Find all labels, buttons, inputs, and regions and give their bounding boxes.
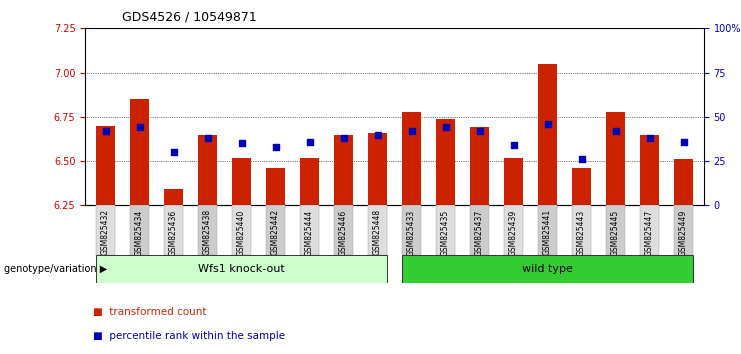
Bar [368, 205, 387, 255]
Bar [130, 99, 149, 205]
Text: wild type: wild type [522, 264, 573, 274]
Bar [266, 205, 285, 255]
Bar [471, 127, 489, 205]
Bar [96, 255, 387, 283]
Point [236, 141, 247, 146]
Text: GSM825442: GSM825442 [271, 209, 280, 255]
Text: GSM825438: GSM825438 [203, 209, 212, 255]
Bar [199, 205, 217, 255]
Point [508, 142, 519, 148]
Text: GSM825434: GSM825434 [135, 209, 144, 256]
Bar [368, 133, 387, 205]
Bar [300, 205, 319, 255]
Text: ■  transformed count: ■ transformed count [93, 307, 206, 316]
Text: GSM825432: GSM825432 [101, 209, 110, 255]
Point [405, 128, 417, 134]
Bar [674, 205, 693, 255]
Bar [606, 112, 625, 205]
Text: GDS4526 / 10549871: GDS4526 / 10549871 [122, 11, 257, 24]
Bar [640, 135, 659, 205]
Text: GSM825437: GSM825437 [475, 209, 484, 256]
Bar [504, 158, 523, 205]
Text: GSM825435: GSM825435 [441, 209, 450, 256]
Point [473, 128, 485, 134]
Text: GSM825441: GSM825441 [543, 209, 552, 255]
Bar [572, 168, 591, 205]
Bar [402, 205, 421, 255]
Bar [165, 205, 183, 255]
Text: GSM825446: GSM825446 [339, 209, 348, 256]
Text: GSM825444: GSM825444 [305, 209, 314, 256]
Point [542, 121, 554, 127]
Bar [572, 205, 591, 255]
Point [677, 139, 689, 144]
Text: GSM825433: GSM825433 [407, 209, 416, 256]
Text: GSM825445: GSM825445 [611, 209, 620, 256]
Bar [606, 205, 625, 255]
Bar [402, 255, 693, 283]
Point [167, 149, 179, 155]
Bar [471, 205, 489, 255]
Point [304, 139, 316, 144]
Bar [674, 159, 693, 205]
Bar [538, 205, 557, 255]
Point [270, 144, 282, 150]
Point [439, 125, 451, 130]
Bar [334, 205, 353, 255]
Bar [504, 205, 523, 255]
Text: GSM825436: GSM825436 [169, 209, 178, 256]
Bar [266, 168, 285, 205]
Text: GSM825440: GSM825440 [237, 209, 246, 256]
Text: GSM825443: GSM825443 [577, 209, 586, 256]
Text: Wfs1 knock-out: Wfs1 knock-out [199, 264, 285, 274]
Point [100, 128, 112, 134]
Bar [436, 119, 455, 205]
Point [202, 135, 213, 141]
Bar [232, 205, 251, 255]
Bar [436, 205, 455, 255]
Bar [640, 205, 659, 255]
Bar [199, 135, 217, 205]
Text: genotype/variation ▶: genotype/variation ▶ [4, 264, 107, 274]
Bar [96, 126, 115, 205]
Bar [232, 158, 251, 205]
Point [133, 125, 145, 130]
Bar [402, 112, 421, 205]
Text: GSM825439: GSM825439 [509, 209, 518, 256]
Bar [538, 64, 557, 205]
Bar [165, 189, 183, 205]
Point [576, 156, 588, 162]
Text: GSM825447: GSM825447 [645, 209, 654, 256]
Point [372, 132, 384, 137]
Bar [300, 158, 319, 205]
Text: GSM825449: GSM825449 [679, 209, 688, 256]
Text: GSM825448: GSM825448 [373, 209, 382, 255]
Point [644, 135, 656, 141]
Bar [96, 205, 115, 255]
Bar [334, 135, 353, 205]
Point [610, 128, 622, 134]
Bar [130, 205, 149, 255]
Point [338, 135, 350, 141]
Text: ■  percentile rank within the sample: ■ percentile rank within the sample [93, 331, 285, 341]
